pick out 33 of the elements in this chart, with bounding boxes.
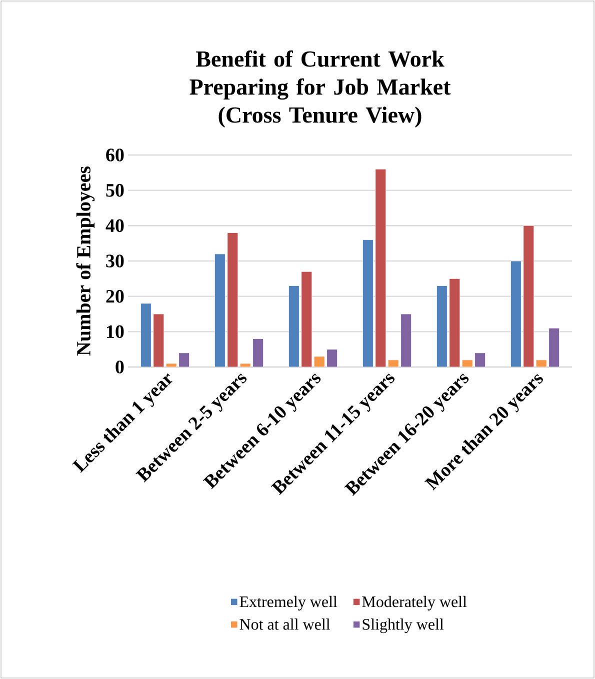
bar [375, 168, 386, 367]
y-tick-label: 40 [106, 219, 124, 232]
bar [400, 314, 412, 367]
bar [153, 314, 164, 367]
bar [214, 254, 226, 367]
bar [362, 240, 374, 367]
y-tick-label: 30 [106, 254, 124, 268]
bar [474, 352, 486, 367]
y-tick-label: 50 [106, 184, 124, 197]
bar [449, 278, 460, 367]
legend-label: Not at all well [240, 618, 330, 630]
legend-label: Extremely well [240, 596, 338, 610]
y-tick-label: 60 [106, 148, 124, 162]
chart-subtitle: (Cross Tenure View) [218, 106, 422, 128]
bar [301, 271, 312, 367]
bar [326, 349, 338, 367]
chart-title: Benefit of Current Work Preparing for Job Market [190, 50, 451, 100]
bar [436, 286, 448, 367]
bar [178, 352, 190, 367]
bar [510, 260, 522, 367]
bar [227, 232, 238, 367]
legend-label: Moderately well [362, 596, 467, 610]
bar [523, 225, 534, 367]
y-tick-label: 0 [116, 360, 124, 374]
y-axis-title: Number of Employees [76, 166, 95, 356]
bar [548, 328, 560, 367]
y-tick-label: 10 [106, 325, 124, 338]
legend-label: Slightly well [362, 618, 444, 634]
bar [288, 286, 300, 367]
bar [140, 303, 152, 367]
bar [252, 338, 264, 367]
y-tick-label: 20 [106, 290, 124, 303]
bar [314, 356, 325, 367]
